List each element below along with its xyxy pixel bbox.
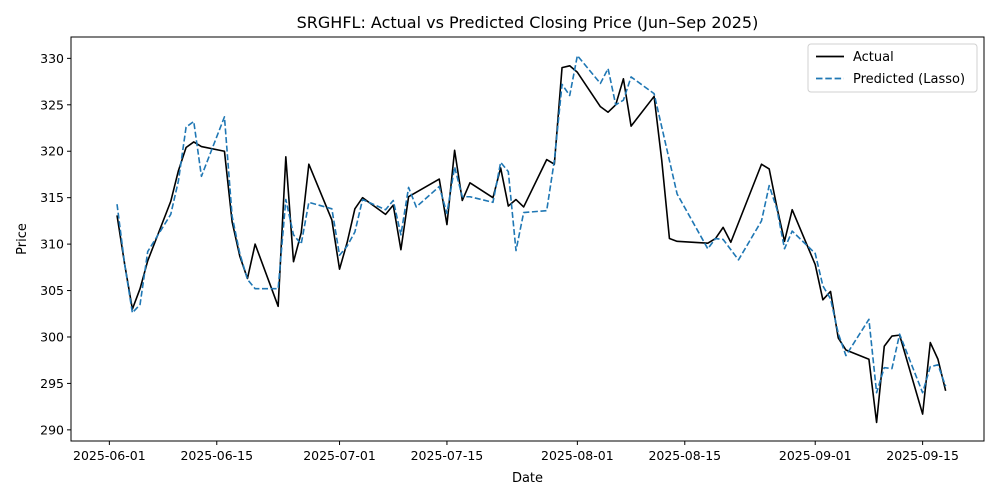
chart-legend: Actual Predicted (Lasso)	[807, 43, 978, 93]
x-axis-ticks: 2025-06-01 2025-06-15 2025-07-01 2025-07-15…	[73, 441, 959, 463]
chart-title: SRGHFL: Actual vs Predicted Closing Pric…	[297, 13, 759, 32]
x-tick-label: 2025-09-15	[886, 448, 959, 463]
y-tick-label: 300	[40, 329, 64, 344]
x-tick-label: 2025-06-01	[73, 448, 146, 463]
legend-label-predicted: Predicted (Lasso)	[853, 72, 965, 87]
y-tick-label: 295	[40, 376, 64, 391]
legend-box	[807, 43, 978, 93]
plot-area	[116, 54, 947, 424]
y-tick-label: 290	[40, 422, 64, 437]
legend-label-actual: Actual	[853, 50, 894, 65]
y-tick-label: 330	[40, 51, 64, 66]
axes-frame	[70, 36, 985, 442]
x-tick-label: 2025-06-15	[180, 448, 253, 463]
y-axis-ticks: 290 295 300 305 310 315 320 325 330	[40, 51, 71, 437]
y-tick-label: 310	[40, 237, 64, 252]
x-tick-label: 2025-09-01	[779, 448, 852, 463]
x-tick-label: 2025-08-01	[541, 448, 614, 463]
y-tick-label: 305	[40, 283, 64, 298]
x-tick-label: 2025-07-01	[303, 448, 376, 463]
y-axis-label: Price	[15, 223, 30, 255]
series-line-actual	[116, 64, 947, 424]
x-axis-label: Date	[512, 471, 543, 486]
y-tick-label: 320	[40, 144, 64, 159]
y-tick-label: 315	[40, 190, 64, 205]
series-line-predicted	[116, 54, 947, 394]
y-tick-label: 325	[40, 97, 64, 112]
x-tick-label: 2025-08-15	[648, 448, 721, 463]
x-tick-label: 2025-07-15	[411, 448, 484, 463]
